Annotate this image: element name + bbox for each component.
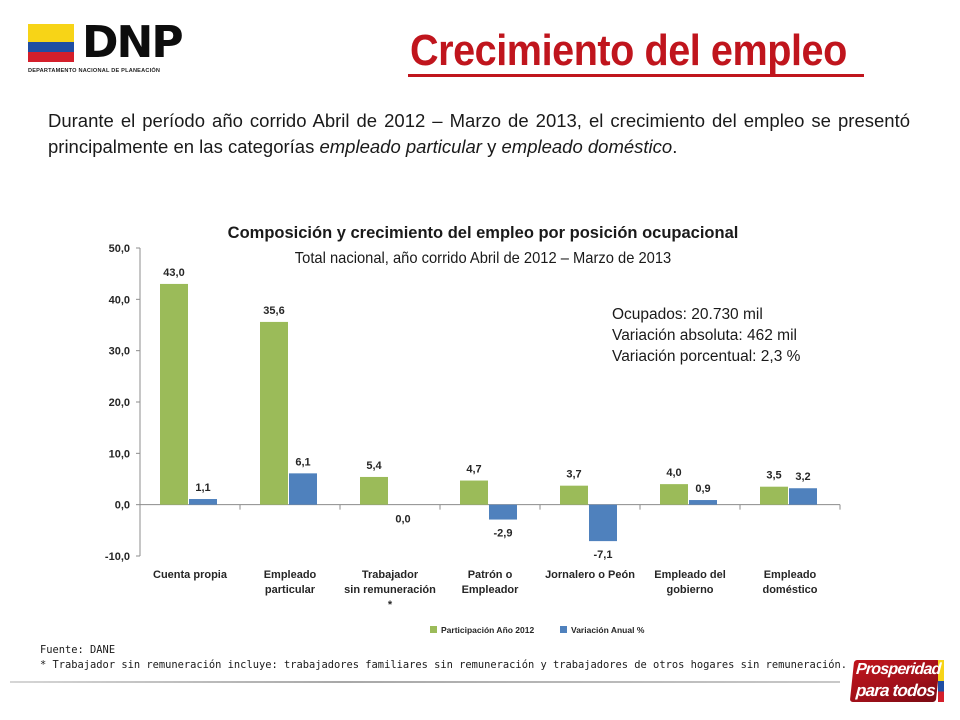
source-note: Fuente: DANE	[40, 644, 116, 656]
colombia-flag-icon	[28, 24, 74, 64]
x-category-label: Empleador	[462, 584, 520, 596]
badge-line1: Prosperidad	[855, 661, 942, 678]
intro-emphasis-1: empleado particular	[319, 136, 482, 157]
title-underline	[408, 74, 864, 77]
chart-title: Composición y crecimiento del empleo por…	[227, 224, 739, 242]
x-category-label: Cuenta propia	[153, 569, 228, 581]
legend-label-variacion: Variación Anual %	[571, 625, 645, 635]
stat-ocupados: Ocupados: 20.730 mil	[612, 306, 763, 323]
bar-variacion	[489, 504, 517, 520]
data-label: -2,9	[494, 528, 513, 540]
x-category-label: gobierno	[666, 584, 713, 596]
data-label: 6,1	[295, 456, 310, 468]
page-title: Crecimiento del empleo	[410, 26, 847, 75]
intro-paragraph: Durante el período año corrido Abril de …	[48, 108, 910, 160]
data-label: 43,0	[163, 267, 184, 279]
y-tick-label: 0,0	[115, 500, 130, 512]
stat-variacion-absoluta: Variación absoluta: 462 mil	[612, 327, 797, 344]
chart-subtitle: Total nacional, año corrido Abril de 201…	[294, 250, 672, 267]
dnp-logo: DNP DEPARTAMENTO NACIONAL DE PLANEACIÓN	[28, 18, 188, 74]
legend-swatch-participacion	[430, 626, 437, 633]
data-label: 3,2	[795, 471, 810, 483]
bar-participacion	[360, 476, 388, 505]
x-category-label: sin remuneración	[344, 584, 436, 596]
bar-participacion	[760, 486, 788, 505]
asterisk-note: * Trabajador sin remuneración incluye: t…	[40, 659, 847, 671]
bar-participacion	[260, 321, 288, 505]
y-tick-label: 50,0	[109, 243, 130, 255]
data-label: 1,1	[195, 482, 210, 494]
logo-text: DNP	[82, 17, 184, 68]
data-label: 3,5	[766, 470, 781, 482]
bar-participacion	[660, 484, 688, 505]
data-label: 3,7	[566, 469, 581, 481]
legend-swatch-variacion	[560, 626, 567, 633]
legend-label-participacion: Participación Año 2012	[441, 625, 534, 635]
y-tick-label: 20,0	[109, 397, 130, 409]
prosperidad-para-todos-logo: Prosperidad para todos	[849, 660, 944, 704]
footnote: Fuente: DANE * Trabajador sin remuneraci…	[40, 643, 847, 673]
x-category-label: *	[388, 599, 393, 611]
x-category-label: Empleado	[764, 569, 817, 581]
data-label: -7,1	[594, 549, 613, 561]
x-category-label: Trabajador	[362, 569, 419, 581]
bar-variacion	[789, 488, 817, 505]
data-label: 35,6	[263, 305, 284, 317]
intro-text-1: Durante el período año corrido Abril de …	[48, 110, 910, 157]
bar-variacion	[189, 499, 217, 505]
data-label: 0,0	[395, 514, 410, 526]
x-category-label: Patrón o	[468, 569, 513, 581]
bar-participacion	[160, 283, 188, 505]
employment-stats-box: Ocupados: 20.730 mil Variación absoluta:…	[612, 304, 800, 367]
bar-participacion	[560, 485, 588, 505]
stat-variacion-porcentual: Variación porcentual: 2,3 %	[612, 348, 801, 365]
x-category-label: particular	[265, 584, 316, 596]
intro-emphasis-2: empleado doméstico	[501, 136, 673, 157]
data-label: 0,9	[695, 483, 710, 495]
data-label: 4,0	[666, 467, 681, 479]
footer-divider	[10, 681, 840, 683]
x-category-label: Empleado	[264, 569, 317, 581]
x-category-label: Jornalero o Peón	[545, 569, 635, 581]
x-category-label: Empleado del	[654, 569, 726, 581]
bar-variacion	[689, 500, 717, 505]
intro-text-3: .	[672, 136, 678, 157]
bar-variacion	[589, 504, 617, 542]
y-tick-label: 10,0	[109, 448, 130, 460]
y-tick-label: 30,0	[109, 346, 130, 358]
data-label: 4,7	[466, 464, 481, 476]
y-tick-label: 40,0	[109, 294, 130, 306]
bar-variacion	[289, 473, 317, 505]
bar-participacion	[460, 480, 488, 505]
x-category-label: doméstico	[762, 584, 817, 596]
intro-text-2: y	[481, 136, 502, 157]
badge-line2: para todos	[855, 681, 936, 700]
logo-subtitle: DEPARTAMENTO NACIONAL DE PLANEACIÓN	[28, 68, 161, 74]
y-tick-label: -10,0	[105, 551, 130, 563]
data-label: 5,4	[366, 460, 382, 472]
badge-flag-stripe	[938, 660, 944, 702]
